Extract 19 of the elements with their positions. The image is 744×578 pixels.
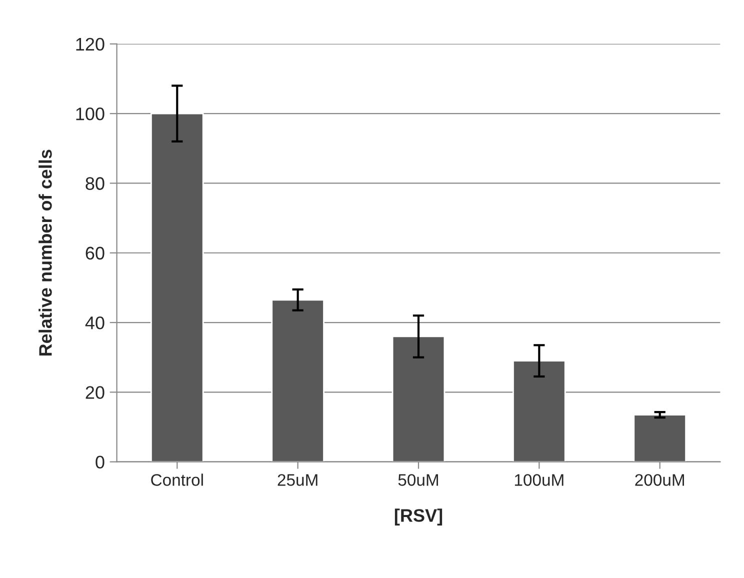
x-tick-label: 50uM <box>398 474 438 486</box>
y-tick-label: 100 <box>76 108 104 120</box>
y-tick-label: 20 <box>86 386 104 399</box>
y-tick-label: 0 <box>96 456 104 469</box>
y-tick-label: 80 <box>86 177 104 190</box>
bar <box>633 414 686 462</box>
bar <box>150 112 204 462</box>
bar <box>512 360 566 462</box>
x-tick-label: 25uM <box>278 474 318 486</box>
x-tick-label: 100uM <box>514 474 564 486</box>
bar <box>392 336 446 462</box>
y-tick-label: 40 <box>85 316 104 330</box>
bar <box>271 299 324 462</box>
x-axis-title: [RSV] <box>394 508 442 526</box>
y-tick-label: 120 <box>76 38 104 51</box>
y-tick-label: 60 <box>86 246 104 260</box>
x-tick-label: 200uM <box>635 474 684 486</box>
y-axis-title: Relative number of cells <box>38 150 52 356</box>
x-tick-label: Control <box>151 474 203 486</box>
